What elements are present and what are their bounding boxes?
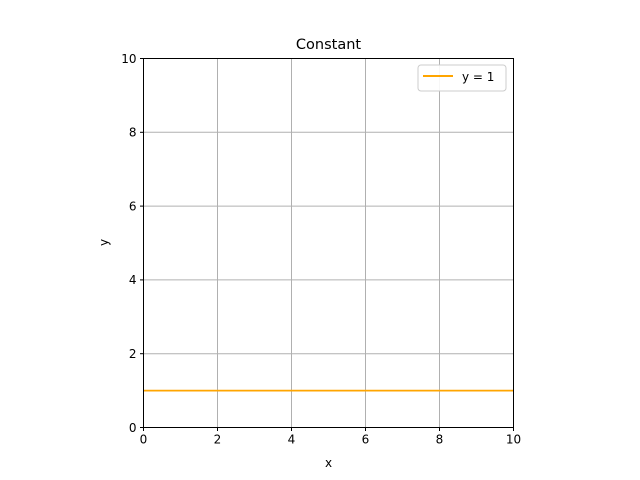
plot-frame — [143, 58, 514, 428]
x-tick-label: 4 — [288, 433, 296, 447]
legend-label-y-equals-1: y = 1 — [462, 70, 494, 84]
x-tick-label: 6 — [362, 433, 370, 447]
y-tick-label: 10 — [121, 52, 136, 66]
legend: y = 1 — [417, 64, 507, 92]
grid — [143, 58, 514, 428]
x-tick-label: 8 — [436, 433, 444, 447]
y-tick-label: 2 — [129, 347, 137, 361]
y-axis-label: y — [97, 239, 111, 246]
x-tick-label: 0 — [140, 433, 148, 447]
x-axis-label: x — [325, 456, 332, 470]
legend-box — [417, 64, 507, 92]
x-tick-label: 10 — [506, 433, 521, 447]
tick-layer: 0 2 4 6 8 10 0 2 4 6 8 10 — [121, 52, 521, 447]
y-tick-label: 8 — [129, 126, 137, 140]
y-tick-label: 6 — [129, 199, 137, 213]
x-tick-label: 2 — [214, 433, 222, 447]
chart-title: Constant — [296, 37, 362, 53]
y-tick-label: 0 — [129, 421, 137, 435]
y-tick-label: 4 — [129, 273, 137, 287]
